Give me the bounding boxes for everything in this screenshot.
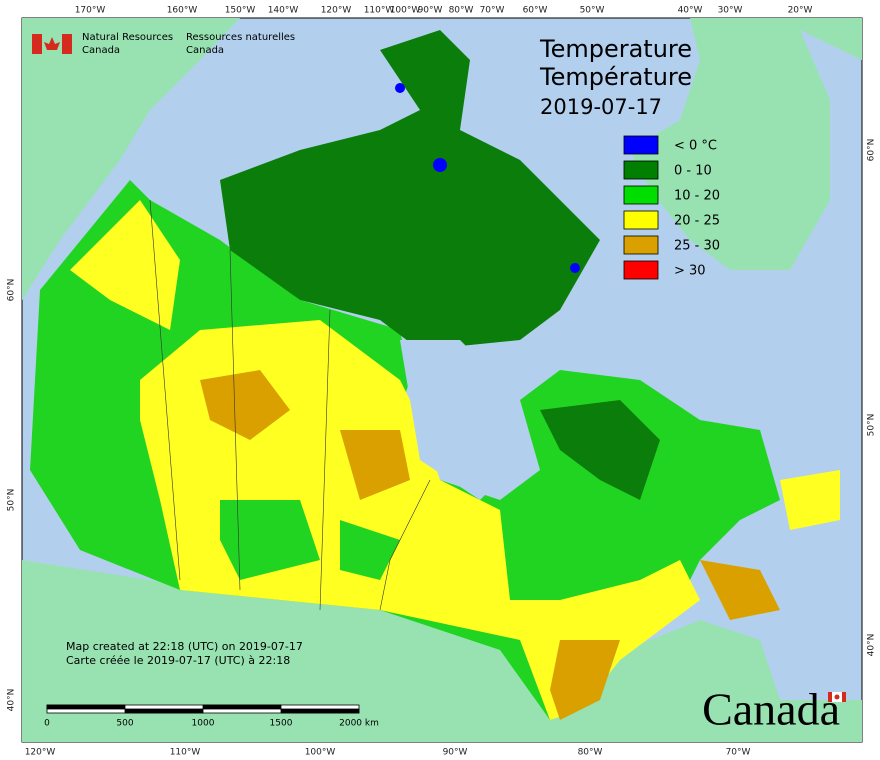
canada-land <box>30 30 840 720</box>
legend-swatch <box>623 235 659 255</box>
scale-label: 1000 <box>192 719 215 729</box>
longitude-label: 120°W <box>321 6 352 16</box>
latitude-label: 40°N <box>7 689 17 712</box>
legend-label: 20 - 25 <box>674 214 720 229</box>
scale-label: 500 <box>116 719 133 729</box>
wordmark: Canada <box>702 684 840 735</box>
created-en: Map created at 22:18 (UTC) on 2019-07-17 <box>66 640 303 653</box>
longitude-label: 110°W <box>170 748 201 758</box>
agency-en: Natural Resources <box>82 32 173 43</box>
legend-label: < 0 °C <box>674 139 717 154</box>
longitude-label: 80°W <box>578 748 603 758</box>
longitude-label: 100°W <box>390 6 421 16</box>
longitude-label: 110°W <box>364 6 395 16</box>
scale-bar <box>46 704 360 714</box>
longitude-label: 90°W <box>443 748 468 758</box>
scale-label: 0 <box>44 719 50 729</box>
latitude-label: 50°N <box>7 489 17 512</box>
longitude-label: 60°W <box>523 6 548 16</box>
country-fr: Canada <box>186 45 224 56</box>
longitude-label: 120°W <box>25 748 56 758</box>
created-fr: Carte créée le 2019-07-17 (UTC) à 22:18 <box>66 654 290 667</box>
legend-swatch <box>623 135 659 155</box>
latitude-label: 60°N <box>7 279 17 302</box>
latitude-label: 50°N <box>867 414 877 437</box>
header: Natural Resources Canada Ressources natu… <box>32 32 295 56</box>
title-en: Temperature <box>539 35 692 63</box>
wordmark-flag <box>828 692 846 702</box>
legend-label: 0 - 10 <box>674 164 712 179</box>
scale-label: 1500 <box>270 719 293 729</box>
latitude-label: 40°N <box>867 634 877 657</box>
longitude-label: 100°W <box>305 748 336 758</box>
legend-swatch <box>623 185 659 205</box>
longitude-label: 80°W <box>449 6 474 16</box>
longitude-label: 70°W <box>726 748 751 758</box>
latitude-label: 60°N <box>867 139 877 162</box>
longitude-label: 40°W <box>678 6 703 16</box>
longitude-label: 50°W <box>580 6 605 16</box>
title-fr: Température <box>539 63 692 91</box>
longitude-label: 160°W <box>167 6 198 16</box>
legend-swatch <box>623 260 659 280</box>
legend-swatch <box>623 210 659 230</box>
longitude-label: 170°W <box>75 6 106 16</box>
country-en: Canada <box>82 45 120 56</box>
longitude-label: 150°W <box>225 6 256 16</box>
scale-label: 2000 km <box>339 719 379 729</box>
title-date: 2019-07-17 <box>540 95 662 119</box>
agency-fr: Ressources naturelles <box>186 32 295 43</box>
longitude-label: 20°W <box>788 6 813 16</box>
longitude-label: 70°W <box>480 6 505 16</box>
longitude-label: 90°W <box>418 6 443 16</box>
legend-label: > 30 <box>674 264 706 279</box>
longitude-label: 140°W <box>268 6 299 16</box>
longitude-label: 30°W <box>718 6 743 16</box>
foreign-land <box>22 18 862 742</box>
legend-swatch <box>623 160 659 180</box>
borders <box>149 199 431 611</box>
legend-label: 25 - 30 <box>674 239 720 254</box>
legend-label: 10 - 20 <box>674 189 720 204</box>
footer: Map created at 22:18 (UTC) on 2019-07-17… <box>66 640 303 667</box>
